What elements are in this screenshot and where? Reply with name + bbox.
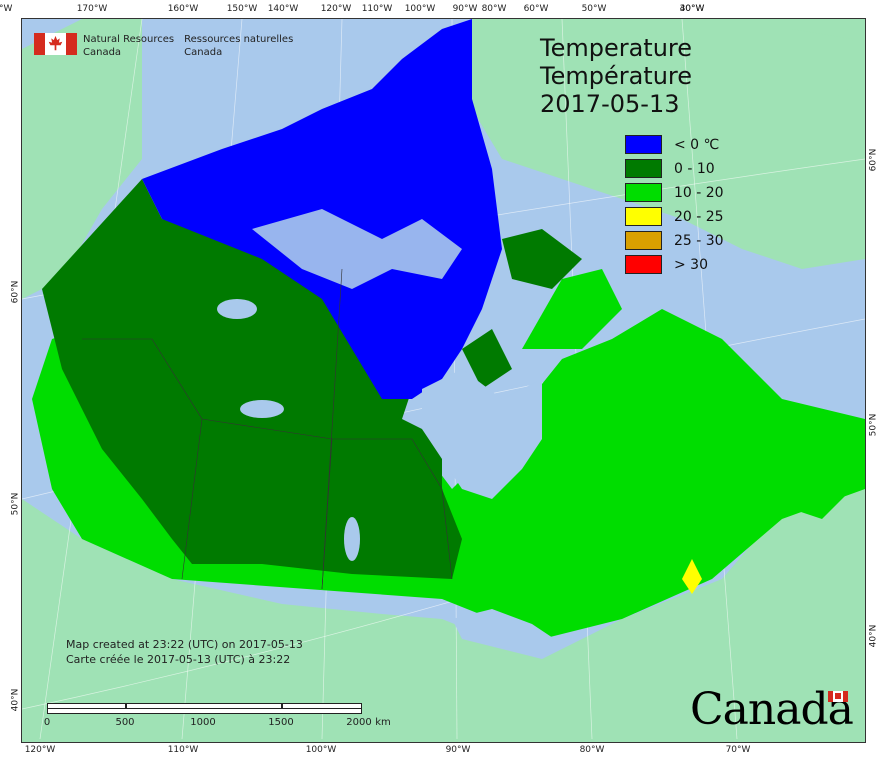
map-title: Temperature Température 2017-05-13 xyxy=(540,34,692,118)
longitude-tick: 40°W xyxy=(679,4,705,14)
logo-en-line2: Canada xyxy=(83,47,122,58)
legend-label: 25 - 30 xyxy=(674,232,724,249)
latitude-tick: 40°N xyxy=(868,624,879,648)
latitude-tick: 60°N xyxy=(10,280,21,304)
nrcan-logo: Natural Resources Canada Ressources natu… xyxy=(34,33,293,59)
scale-label: 1000 xyxy=(190,717,216,728)
credit-french: Carte créée le 2017-05-13 (UTC) à 23:22 xyxy=(66,653,291,666)
title-english: Temperature xyxy=(540,34,693,62)
lake-winnipeg xyxy=(344,517,360,561)
credit-english: Map created at 23:22 (UTC) on 2017-05-13 xyxy=(66,638,303,651)
canada-wordmark: Canada xyxy=(690,684,854,735)
legend-swatch xyxy=(625,135,662,154)
longitude-tick: 160°W xyxy=(167,4,199,14)
temp-zone-cool-hudson xyxy=(462,329,512,389)
legend-label: 10 - 20 xyxy=(674,184,724,201)
legend-label: < 0 ℃ xyxy=(674,136,720,153)
legend-label: 0 - 10 xyxy=(674,160,715,177)
scale-label: 2000 xyxy=(346,717,372,728)
legend-item: 20 - 25 xyxy=(625,207,724,226)
legend-swatch xyxy=(625,231,662,250)
longitude-tick: 50°W xyxy=(581,4,607,14)
temperature-map xyxy=(22,19,865,742)
canada-flag-icon xyxy=(34,33,77,55)
title-french: Température xyxy=(540,62,693,90)
longitude-tick: 170°W xyxy=(76,4,108,14)
logo-fr-line2: Canada xyxy=(184,47,223,58)
longitude-tick: 110°W xyxy=(361,4,393,14)
latitude-tick: 50°N xyxy=(10,492,21,516)
temp-zone-mild-labrador xyxy=(522,269,622,349)
legend-swatch xyxy=(625,255,662,274)
hudson-bay xyxy=(422,369,542,499)
latitude-tick: 60°N xyxy=(868,148,879,172)
alaska-land xyxy=(22,19,142,299)
legend-swatch xyxy=(625,159,662,178)
great-bear-lake xyxy=(217,299,257,319)
map-frame xyxy=(21,18,866,743)
temp-zone-mild-newfoundland xyxy=(782,439,852,519)
longitude-tick: 90°W xyxy=(445,745,471,755)
logo-text-fr: Ressources naturelles Canada xyxy=(184,33,293,59)
longitude-tick: 140°W xyxy=(267,4,299,14)
scale-bar: 0 500 1000 1500 2000 km xyxy=(44,703,391,728)
legend-item: 0 - 10 xyxy=(625,159,724,178)
map-date: 2017-05-13 xyxy=(540,90,680,118)
longitude-tick: 80°W xyxy=(579,745,605,755)
legend-swatch xyxy=(625,207,662,226)
legend-label: > 30 xyxy=(674,256,708,273)
longitude-tick: 120°W xyxy=(320,4,352,14)
arctic-channels xyxy=(252,209,462,289)
logo-en-line1: Natural Resources xyxy=(83,34,175,45)
great-slave-lake xyxy=(240,400,284,418)
temp-zone-warm xyxy=(682,559,702,594)
longitude-tick: 100°W xyxy=(404,4,436,14)
longitude-tick: 110°W xyxy=(167,745,199,755)
wordmark-flag-icon xyxy=(828,691,848,702)
longitude-tick: 60°W xyxy=(523,4,549,14)
greenland-land xyxy=(472,19,865,269)
legend-item: 25 - 30 xyxy=(625,231,724,250)
map-credit: Map created at 23:22 (UTC) on 2017-05-13… xyxy=(66,637,303,667)
latitude-tick: 50°N xyxy=(868,413,879,437)
legend-label: 20 - 25 xyxy=(674,208,724,225)
iceland-land xyxy=(792,29,865,99)
latitude-tick: 40°N xyxy=(10,688,21,712)
scale-label: 500 xyxy=(115,717,135,728)
great-lakes xyxy=(452,609,562,659)
usa-land xyxy=(22,489,865,742)
legend-swatch xyxy=(625,183,662,202)
logo-text-en: Natural Resources Canada xyxy=(83,33,174,59)
longitude-tick: 100°W xyxy=(305,745,337,755)
longitude-tick: 80°W xyxy=(481,4,507,14)
legend-item: < 0 ℃ xyxy=(625,135,724,154)
longitude-tick: 90°W xyxy=(452,4,478,14)
longitude-tick: 30°W xyxy=(679,4,705,14)
provincial-boundaries xyxy=(82,268,453,590)
scale-unit: km xyxy=(375,717,391,728)
scale-bar-graphic xyxy=(47,703,362,714)
temp-zone-cool xyxy=(42,179,462,579)
longitude-tick: 70°W xyxy=(725,745,751,755)
longitude-tick: 150°W xyxy=(226,4,258,14)
longitude-tick: 120°W xyxy=(24,745,56,755)
legend: < 0 ℃ 0 - 10 10 - 20 20 - 25 25 - 30 > 30 xyxy=(625,135,724,279)
temp-zone-cool-quebec xyxy=(502,229,582,289)
legend-item: 10 - 20 xyxy=(625,183,724,202)
scale-label: 0 xyxy=(43,717,51,728)
longitude-tick: 20°W xyxy=(0,4,13,14)
legend-item: > 30 xyxy=(625,255,724,274)
logo-fr-line1: Ressources naturelles xyxy=(184,34,294,45)
scale-label: 1500 xyxy=(268,717,294,728)
